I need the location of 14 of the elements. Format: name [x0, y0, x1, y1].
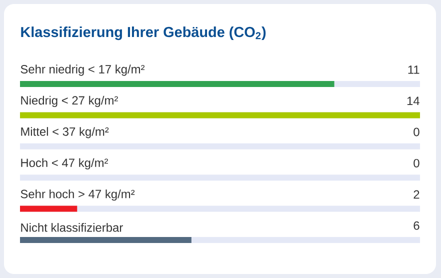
- chart-title: Klassifizierung Ihrer Gebäude (CO$_{2}$): [21, 26, 266, 40]
- data-label: 0: [414, 158, 420, 168]
- y-tick-label: Nicht klassifizierbar: [21, 223, 123, 232]
- y-tick-label: Hoch < 47 kg/m²: [21, 158, 108, 170]
- y-tick-label: Mittel < 37 kg/m²: [21, 127, 109, 138]
- y-tick-label: Sehr hoch > 47 kg/m²: [20, 189, 135, 201]
- data-label: 14: [407, 96, 420, 106]
- y-tick-label: Sehr niedrig < 17 kg/m²: [20, 64, 145, 76]
- data-label: 0: [414, 128, 420, 136]
- data-label: 6: [414, 221, 420, 230]
- y-tick-label: Niedrig < 27 kg/m²: [21, 96, 118, 108]
- data-label: 11: [408, 66, 420, 74]
- bar: [20, 206, 78, 212]
- data-label: 2: [414, 190, 420, 199]
